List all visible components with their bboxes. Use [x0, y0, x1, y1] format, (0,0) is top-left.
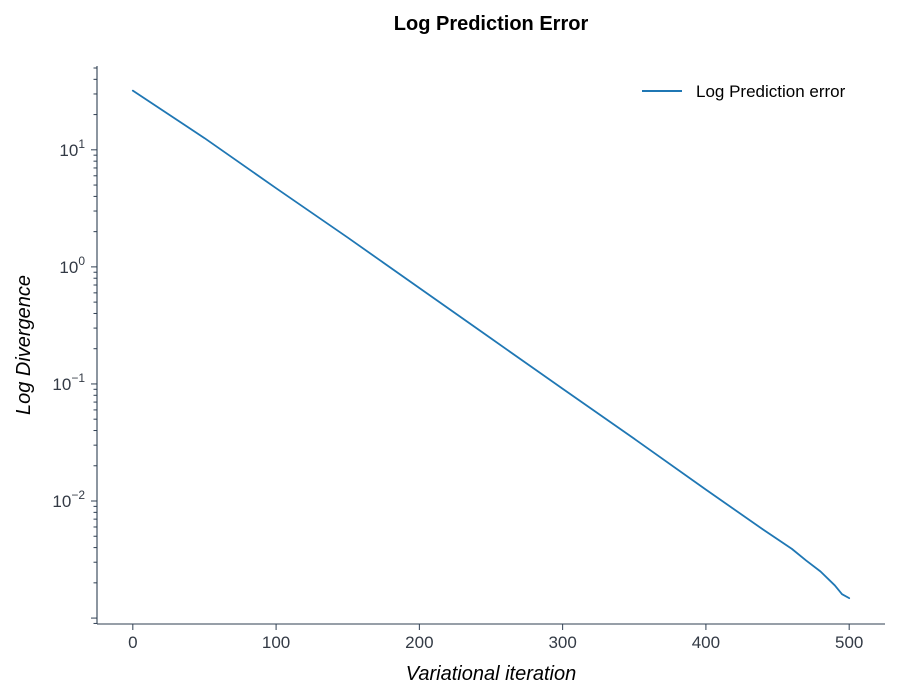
- legend: Log Prediction error: [642, 82, 846, 101]
- y-tick-label: 10−1: [52, 371, 85, 394]
- y-tick-label: 100: [59, 254, 85, 277]
- legend-label: Log Prediction error: [696, 82, 846, 101]
- x-tick-label: 200: [405, 633, 433, 652]
- y-axis-label: Log Divergence: [13, 275, 35, 415]
- x-tick-label: 300: [548, 633, 576, 652]
- series-line-log-prediction-error: [131, 89, 851, 600]
- x-tick-label: 100: [262, 633, 290, 652]
- y-axis-ticks: 10−2 10−1 100 101: [52, 67, 97, 624]
- y-tick-label: 101: [59, 137, 85, 160]
- y-tick-label: 10−2: [52, 488, 85, 511]
- x-axis-label: Variational iteration: [406, 663, 576, 685]
- x-tick-label: 400: [692, 633, 720, 652]
- series-layer: [131, 89, 851, 600]
- x-tick-label: 0: [128, 633, 137, 652]
- x-axis-ticks: 0 100 200 300 400 500: [128, 624, 863, 652]
- chart-title: Log Prediction Error: [394, 13, 589, 35]
- x-tick-label: 500: [835, 633, 863, 652]
